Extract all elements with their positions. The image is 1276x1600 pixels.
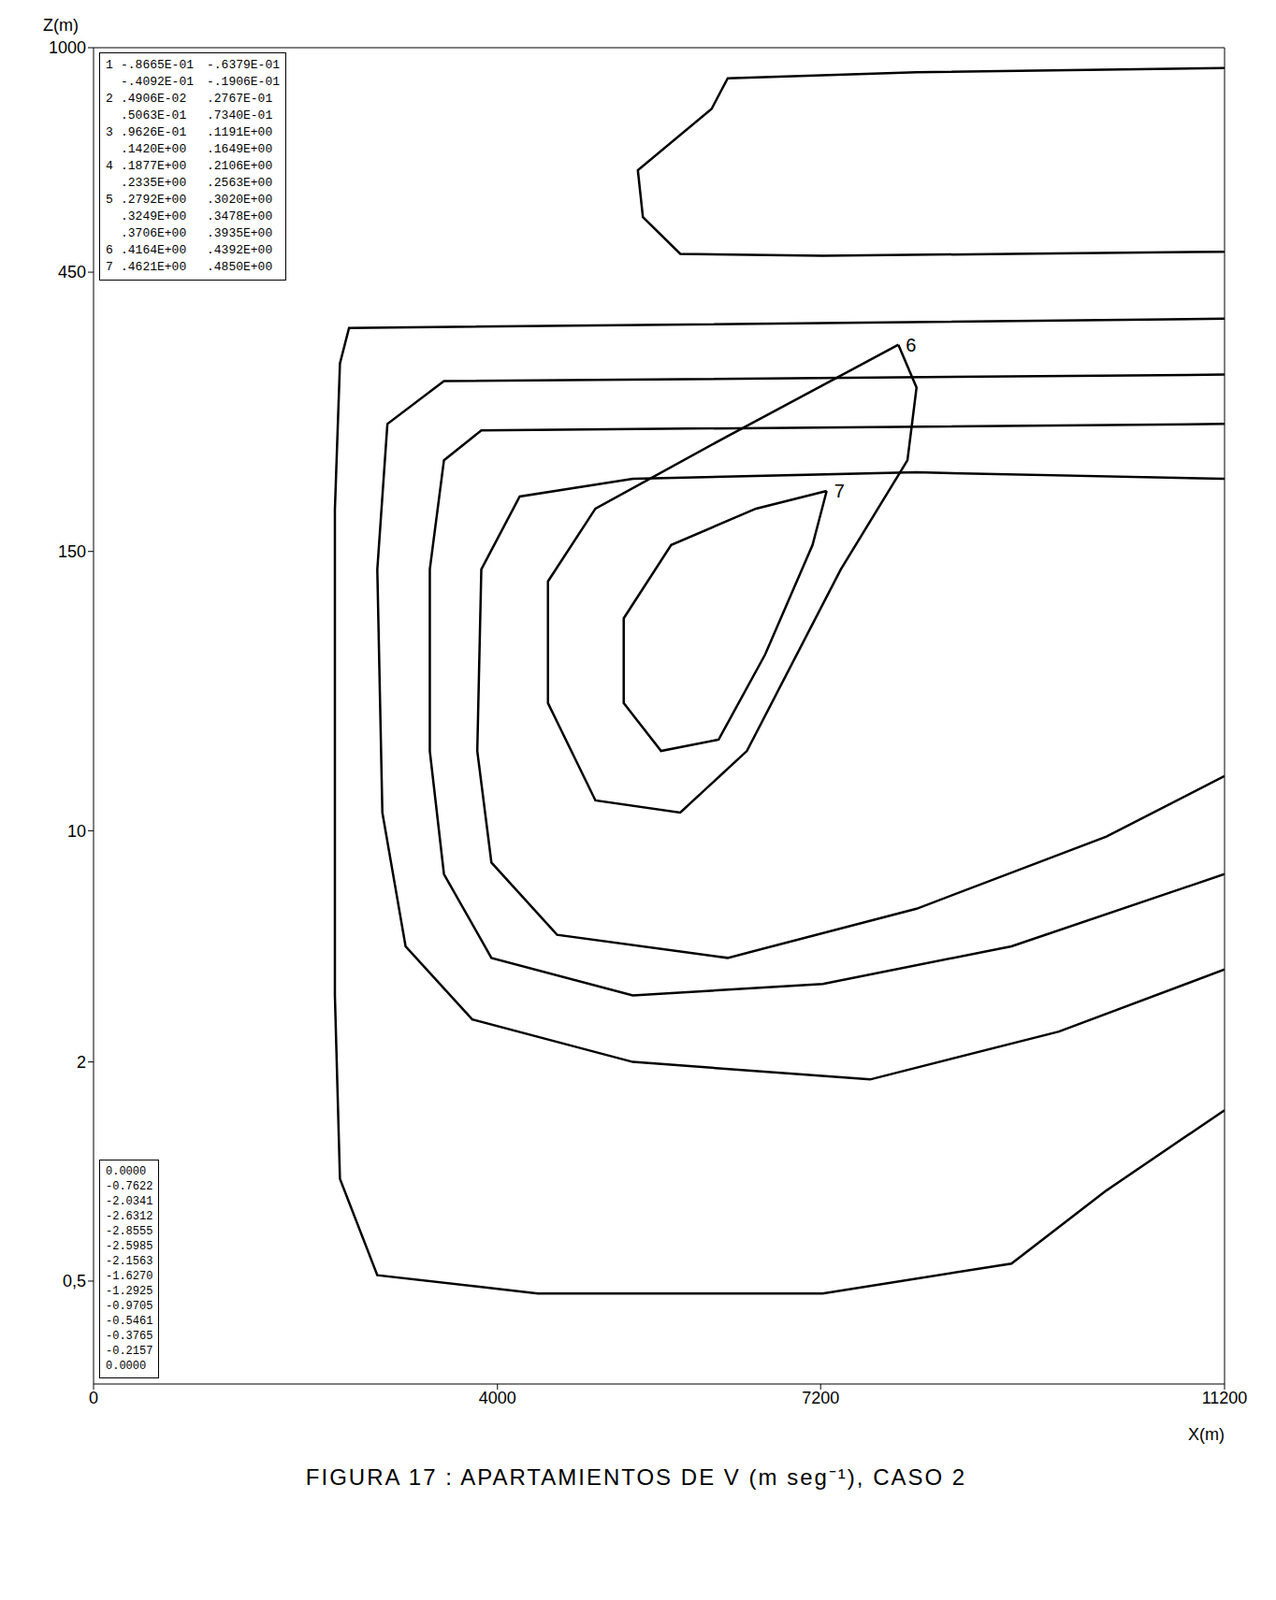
html-text:2: 2 [105, 91, 114, 106]
html-text:-1.6270: -1.6270 [105, 1270, 153, 1284]
html-text:0.0000: 0.0000 [105, 1165, 147, 1179]
html-text:.3478E+00: .3478E+00 [206, 209, 273, 224]
html-text:-.6379E-01: -.6379E-01 [206, 58, 280, 73]
html-text:4: 4 [105, 159, 114, 174]
html-text:.7340E-01: .7340E-01 [206, 108, 273, 123]
html-text:-0.5461: -0.5461 [105, 1315, 153, 1329]
svg-text:X(m): X(m) [1188, 1425, 1225, 1445]
html-text:1: 1 [105, 58, 114, 73]
svg-text:7200: 7200 [801, 1389, 840, 1408]
svg-text:11200: 11200 [1202, 1389, 1248, 1408]
svg-text:7: 7 [834, 480, 845, 502]
svg-text:0,5: 0,5 [62, 1272, 87, 1291]
html-text:.3706E+00: .3706E+00 [120, 226, 187, 241]
html-text:-2.5985: -2.5985 [105, 1240, 153, 1254]
html-text:.3935E+00: .3935E+00 [206, 226, 273, 241]
html-text:FIGURA 17 : APARTAMIENTOS DE V: FIGURA 17 : APARTAMIENTOS DE V (m seg⁻¹)… [305, 1464, 967, 1491]
html-text:-2.1563: -2.1563 [105, 1255, 153, 1269]
html-text:-2.0341: -2.0341 [105, 1195, 153, 1209]
html-text:.2563E+00: .2563E+00 [206, 175, 273, 190]
html-text:-.4092E-01: -.4092E-01 [120, 74, 194, 89]
html-text:3: 3 [105, 125, 114, 140]
html-text:.2792E+00: .2792E+00 [120, 192, 187, 207]
html-text:-.8665E-01: -.8665E-01 [120, 58, 194, 73]
html-text:.1649E+00: .1649E+00 [206, 142, 273, 157]
svg-text:1000: 1000 [48, 38, 87, 58]
html-text:0.0000: 0.0000 [105, 1360, 147, 1374]
svg-text:6: 6 [905, 334, 916, 356]
html-text:-0.7622: -0.7622 [105, 1180, 153, 1194]
html-text:.2106E+00: .2106E+00 [206, 159, 273, 174]
html-text:.2335E+00: .2335E+00 [120, 175, 187, 190]
html-text:-0.9705: -0.9705 [105, 1300, 153, 1314]
html-text:.1420E+00: .1420E+00 [120, 142, 187, 157]
svg-text:150: 150 [58, 542, 87, 562]
html-text:.4906E-02: .4906E-02 [120, 91, 187, 106]
svg-text:Z(m): Z(m) [43, 15, 79, 35]
svg-text:450: 450 [58, 262, 87, 282]
html-text:-2.6312: -2.6312 [105, 1210, 153, 1224]
html-text:6: 6 [105, 243, 114, 258]
html-text:5: 5 [105, 192, 114, 207]
html-text:-2.8555: -2.8555 [105, 1225, 153, 1239]
html-text:.4850E+00: .4850E+00 [206, 260, 273, 275]
html-text:.2767E-01: .2767E-01 [206, 91, 273, 106]
svg-text:2: 2 [76, 1053, 87, 1073]
html-text:.4392E+00: .4392E+00 [206, 243, 273, 258]
html-text:.1877E+00: .1877E+00 [120, 159, 187, 174]
svg-text:0: 0 [88, 1389, 99, 1408]
svg-text:4000: 4000 [478, 1389, 517, 1408]
html-text:-.1906E-01: -.1906E-01 [206, 74, 280, 89]
html-text:.3249E+00: .3249E+00 [120, 209, 187, 224]
html-text:.9626E-01: .9626E-01 [120, 125, 187, 140]
html-text:7: 7 [105, 260, 114, 275]
svg-text:10: 10 [67, 822, 87, 841]
html-text:-0.2157: -0.2157 [105, 1345, 153, 1359]
html-text:.3020E+00: .3020E+00 [206, 192, 273, 207]
html-text:-1.2925: -1.2925 [105, 1285, 153, 1299]
html-text:.4621E+00: .4621E+00 [120, 260, 187, 275]
html-text:.1191E+00: .1191E+00 [206, 125, 273, 140]
html-text:.4164E+00: .4164E+00 [120, 243, 187, 258]
html-text:.5063E-01: .5063E-01 [120, 108, 187, 123]
html-text:-0.3765: -0.3765 [105, 1330, 153, 1344]
